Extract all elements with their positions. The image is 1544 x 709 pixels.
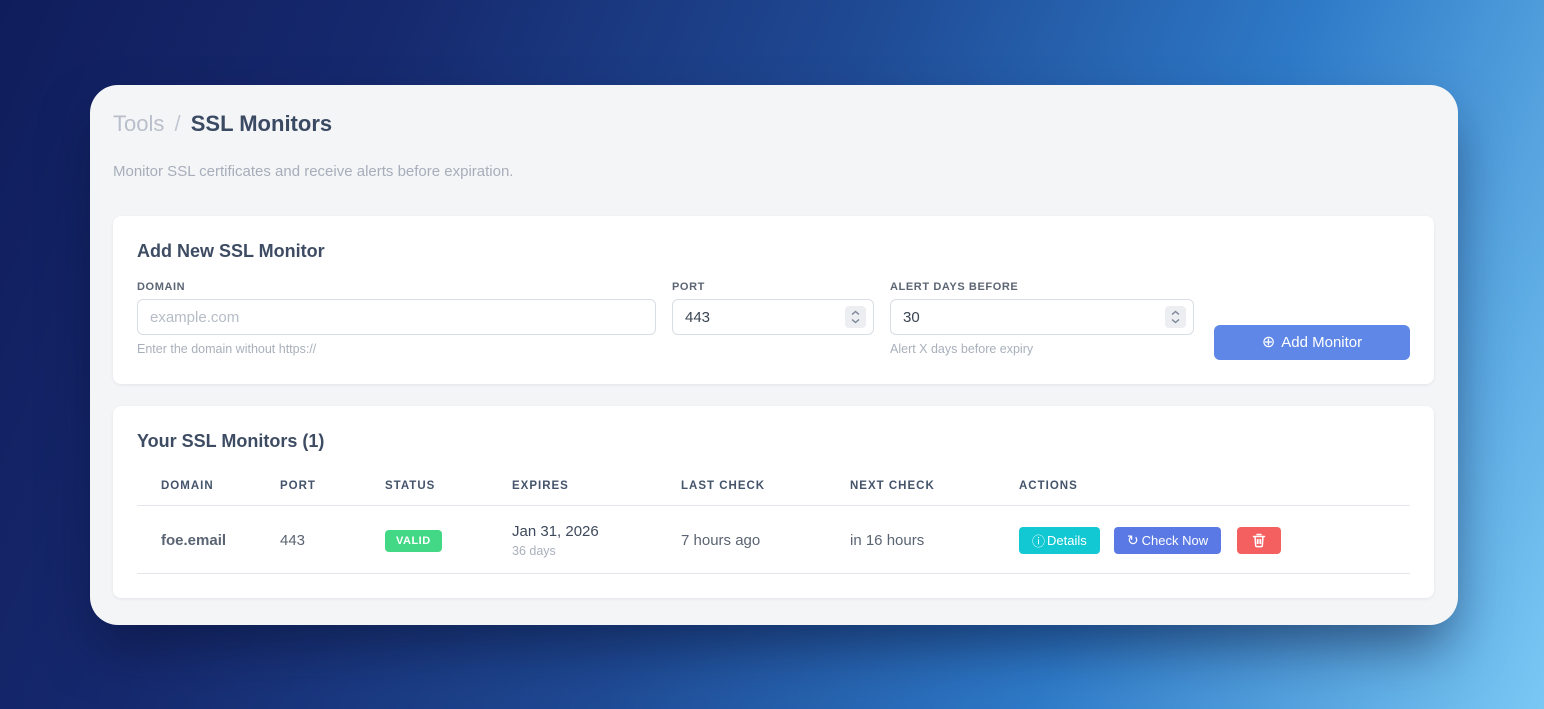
status-badge: VALID [385,529,442,552]
alert-days-hint: Alert X days before expiry [890,342,1034,356]
add-monitor-button-label: Add Monitor [1281,334,1363,351]
chevron-down-icon [851,318,860,324]
page-title: SSL Monitors [190,111,333,136]
add-monitor-form: DOMAIN Enter the domain without https://… [137,281,1410,360]
page-subtitle: Monitor SSL certificates and receive ale… [113,163,514,180]
header-expires: EXPIRES [512,480,681,506]
plus-circle-icon: ⊕ [1261,333,1276,351]
ssl-monitors-panel: Tools / SSL Monitors Monitor SSL certifi… [90,85,1458,625]
breadcrumb-separator: / [174,111,181,136]
alert-days-field-group: ALERT DAYS BEFORE Alert X days before ex… [890,281,1194,356]
port-field-group: PORT [672,281,874,335]
header-status: STATUS [385,480,512,506]
monitor-domain: foe.email [137,505,280,574]
details-button-label: Details [1047,533,1087,548]
alert-days-stepper[interactable] [1165,306,1186,328]
chevron-up-icon [1171,310,1180,316]
monitors-table: DOMAIN PORT STATUS EXPIRES LAST CHECK NE… [137,480,1410,574]
next-check-time: in 16 hours [850,505,1019,574]
header-domain: DOMAIN [137,480,280,506]
table-header-row: DOMAIN PORT STATUS EXPIRES LAST CHECK NE… [137,480,1410,506]
add-monitor-card: Add New SSL Monitor DOMAIN Enter the dom… [113,216,1434,384]
domain-label: DOMAIN [137,281,186,293]
port-input[interactable] [672,299,874,335]
monitors-list-title: Your SSL Monitors (1) [137,431,325,451]
add-monitor-title: Add New SSL Monitor [137,241,325,261]
alert-days-input[interactable] [890,299,1194,335]
header-last-check: LAST CHECK [681,480,850,506]
details-button[interactable]: ⓘ Details [1019,527,1100,554]
info-icon: ⓘ [1032,534,1046,549]
chevron-down-icon [1171,318,1180,324]
breadcrumb: Tools / SSL Monitors [113,109,1434,139]
monitors-list-card: Your SSL Monitors (1) DOMAIN PORT STATUS… [113,406,1434,598]
expires-days-remaining: 36 days [512,544,556,558]
port-stepper[interactable] [845,306,866,328]
check-now-button-label: Check Now [1141,533,1209,548]
table-row: foe.email 443 VALID Jan 31, 2026 36 days… [137,505,1410,574]
header-actions: ACTIONS [1019,480,1410,506]
domain-hint: Enter the domain without https:// [137,342,317,356]
expires-date: Jan 31, 2026 [512,523,599,540]
trash-icon [1253,533,1266,548]
header-port: PORT [280,480,385,506]
breadcrumb-tools[interactable]: Tools [113,111,165,136]
monitor-port: 443 [280,505,385,574]
domain-field-group: DOMAIN Enter the domain without https:// [137,281,656,356]
chevron-up-icon [851,310,860,316]
refresh-icon: ↻ [1126,532,1139,548]
add-monitor-button[interactable]: ⊕ Add Monitor [1214,325,1410,360]
delete-button[interactable] [1237,527,1282,554]
check-now-button[interactable]: ↻ Check Now [1113,527,1222,554]
header-next-check: NEXT CHECK [850,480,1019,506]
domain-input[interactable] [137,299,656,335]
port-label: PORT [672,281,705,293]
last-check-time: 7 hours ago [681,505,850,574]
alert-days-label: ALERT DAYS BEFORE [890,281,1019,293]
